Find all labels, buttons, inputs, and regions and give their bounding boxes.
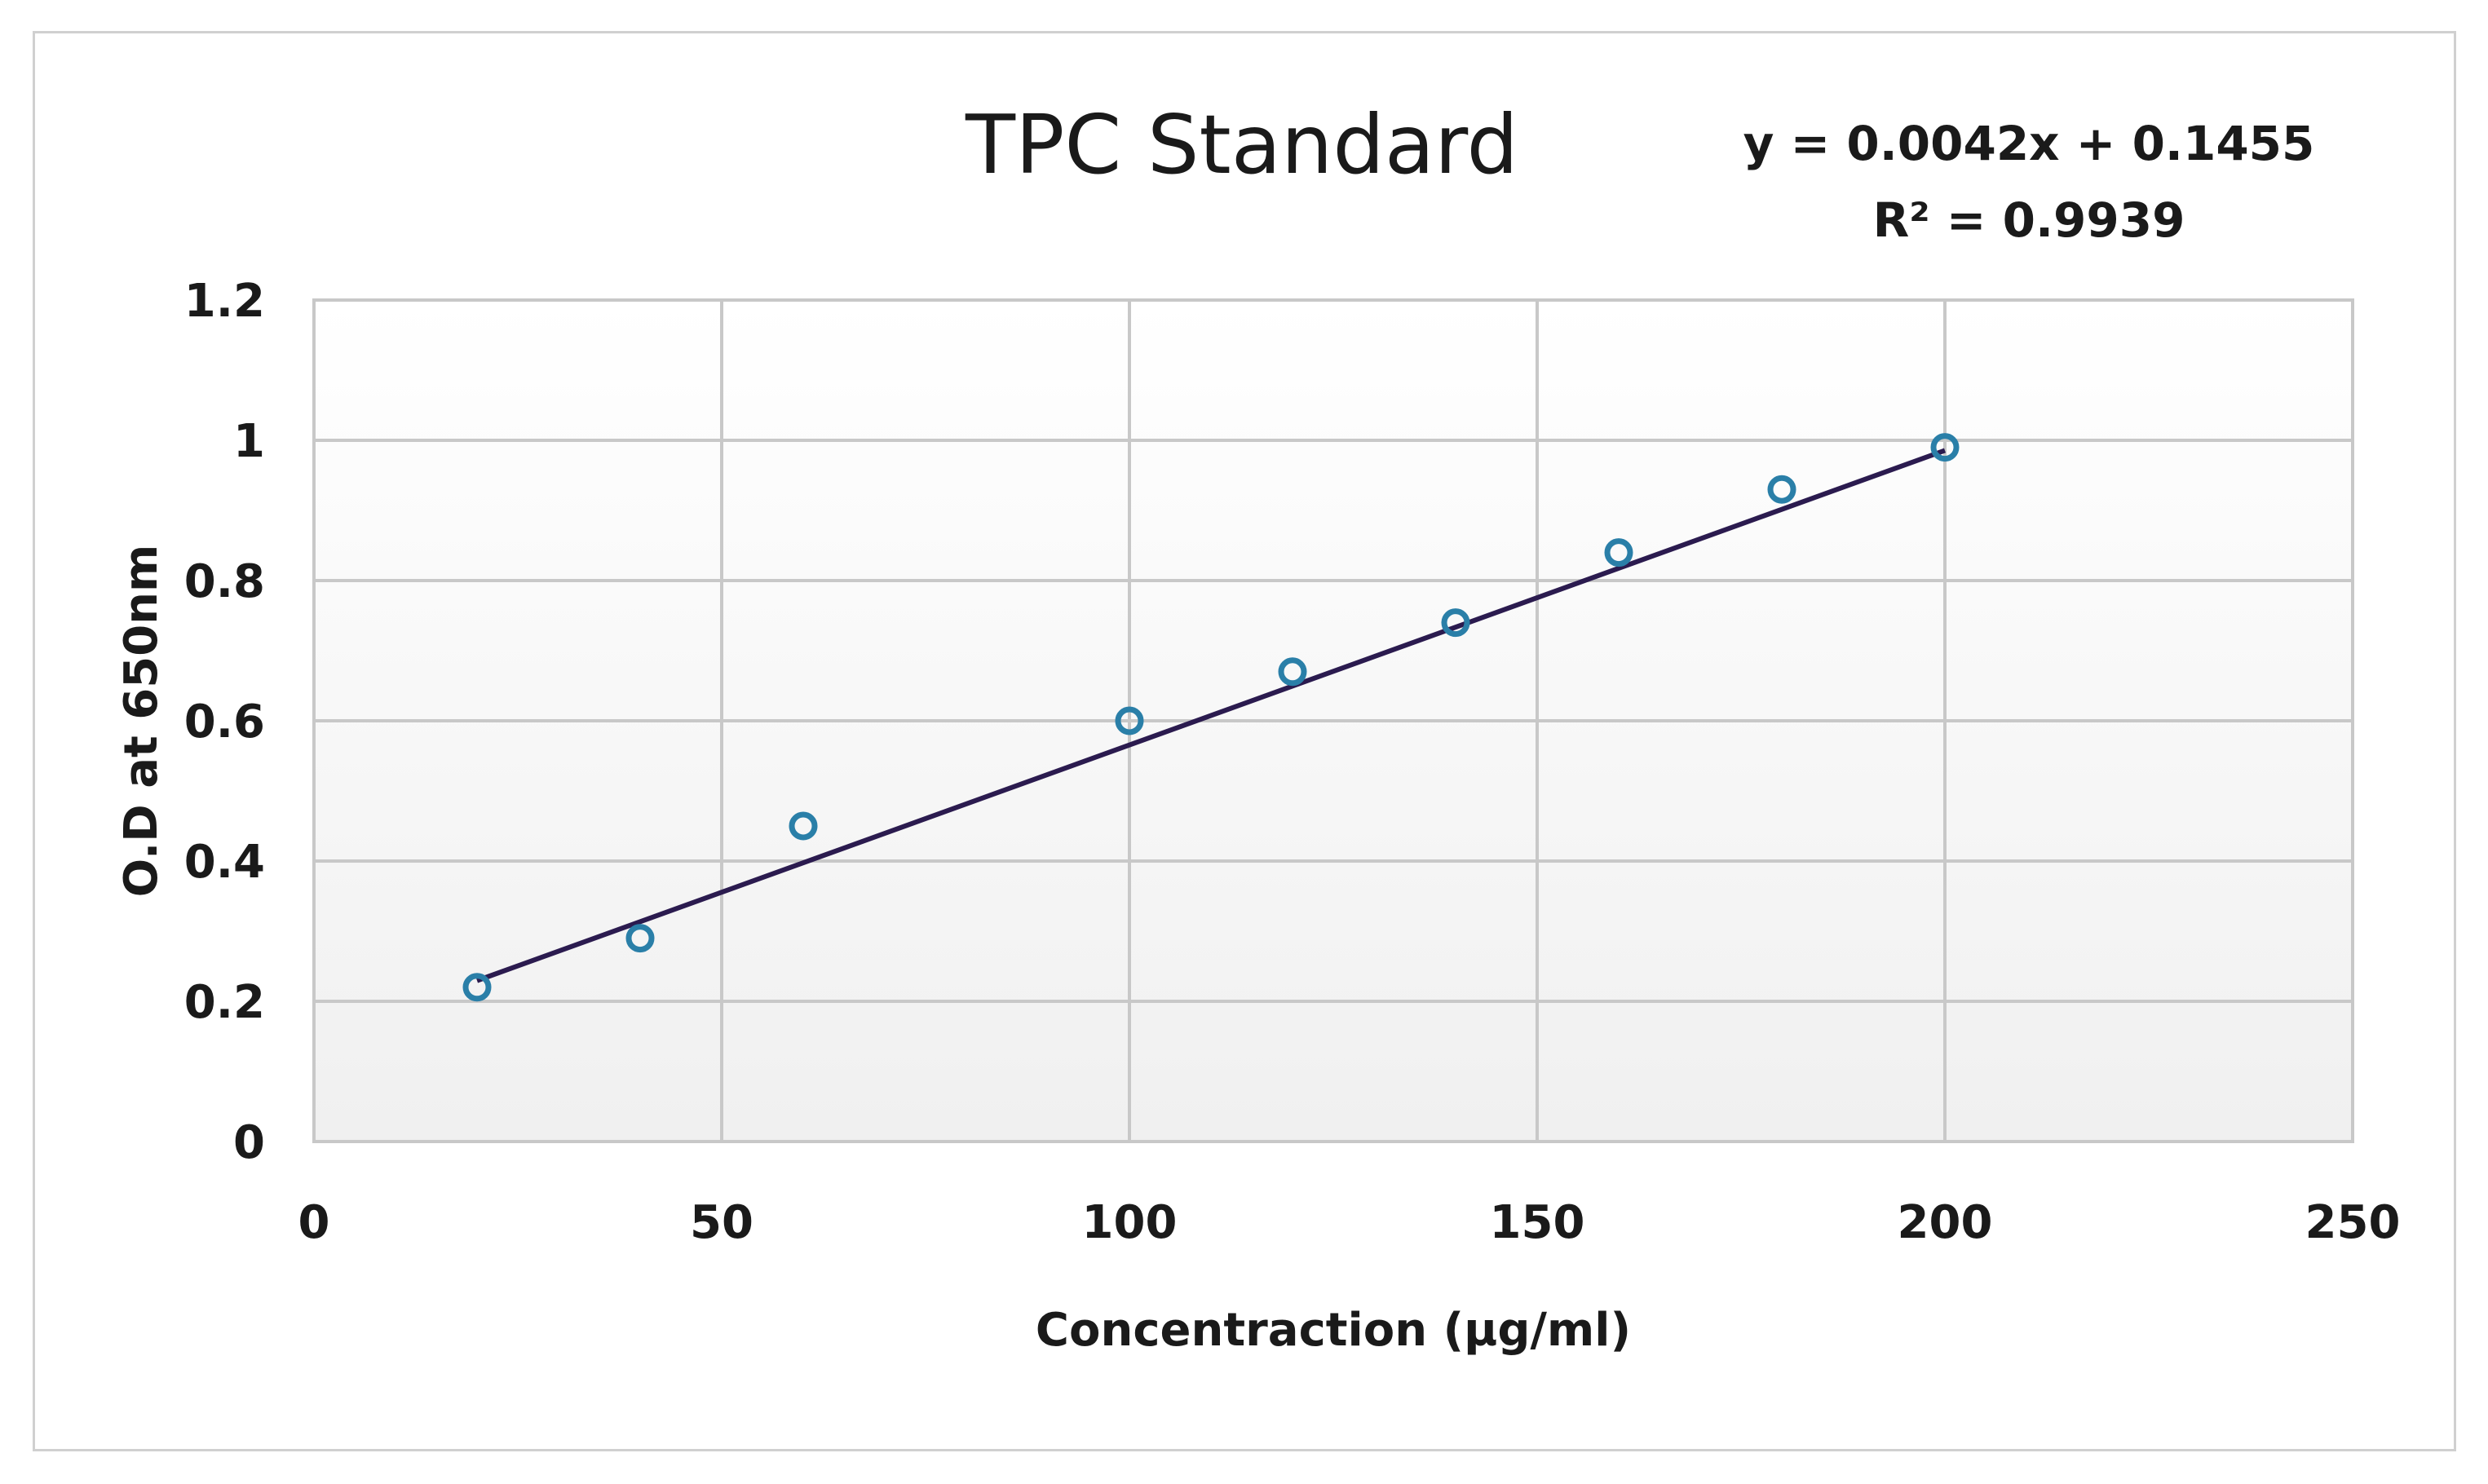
data-point [1278,657,1307,687]
y-tick-label: 1 [233,415,265,468]
y-axis-label: O.D at 650nm [115,545,168,898]
x-tick-label: 100 [1082,1196,1178,1249]
trendline-r-squared: R² = 0.9939 [1873,192,2185,248]
y-axis-ticks: 0 0.2 0.4 0.6 0.8 1 1.2 [184,275,265,1169]
x-tick-label: 150 [1490,1196,1585,1249]
data-point [462,973,492,1002]
grid-lines [312,298,2354,1143]
y-tick-label: 0.4 [184,836,265,889]
x-tick-label: 0 [298,1196,330,1249]
linear-trendline [475,448,1947,983]
data-points [462,433,1960,1002]
x-tick-label: 250 [2305,1196,2401,1249]
trendline-equation: y = 0.0042x + 0.1455 [1743,116,2315,171]
data-point [1767,475,1796,504]
data-point [1441,608,1470,638]
y-tick-label: 1.2 [184,275,265,328]
y-tick-label: 0.6 [184,696,265,749]
data-point [789,811,818,841]
chart-title: TPC Standard [965,97,1518,192]
data-point [1115,706,1144,735]
x-axis-ticks: 0 50 100 150 200 250 [298,1196,2401,1249]
y-tick-label: 0.8 [184,555,265,608]
x-tick-label: 200 [1898,1196,1993,1249]
data-point [1604,538,1633,568]
data-point [625,924,655,953]
data-point [1930,433,1960,462]
x-axis-label: Concentraction (µg/ml) [1036,1304,1631,1357]
x-tick-label: 50 [690,1196,753,1249]
y-tick-label: 0 [233,1116,265,1169]
y-tick-label: 0.2 [184,976,265,1029]
